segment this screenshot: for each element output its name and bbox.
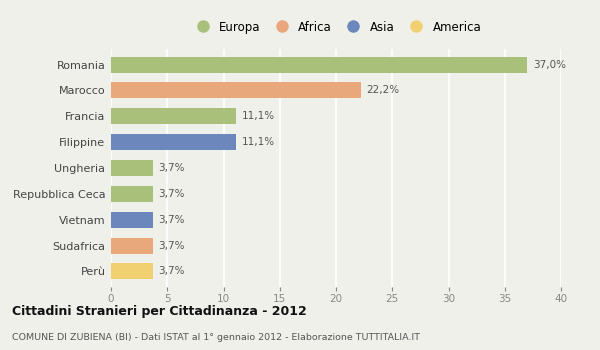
Text: Cittadini Stranieri per Cittadinanza - 2012: Cittadini Stranieri per Cittadinanza - 2… xyxy=(12,304,307,317)
Text: 22,2%: 22,2% xyxy=(367,85,400,96)
Text: 3,7%: 3,7% xyxy=(158,240,185,251)
Bar xyxy=(111,186,152,202)
Text: 11,1%: 11,1% xyxy=(241,137,275,147)
Bar xyxy=(111,108,236,124)
Bar xyxy=(111,82,361,98)
Bar xyxy=(111,134,236,150)
Bar xyxy=(111,264,152,280)
Text: 11,1%: 11,1% xyxy=(241,111,275,121)
Text: 3,7%: 3,7% xyxy=(158,163,185,173)
Text: 3,7%: 3,7% xyxy=(158,189,185,199)
Text: 37,0%: 37,0% xyxy=(533,60,566,70)
Text: 3,7%: 3,7% xyxy=(158,215,185,225)
Legend: Europa, Africa, Asia, America: Europa, Africa, Asia, America xyxy=(191,21,481,34)
Bar xyxy=(111,212,152,228)
Text: COMUNE DI ZUBIENA (BI) - Dati ISTAT al 1° gennaio 2012 - Elaborazione TUTTITALIA: COMUNE DI ZUBIENA (BI) - Dati ISTAT al 1… xyxy=(12,332,420,342)
Bar xyxy=(111,56,527,72)
Bar xyxy=(111,238,152,254)
Text: 3,7%: 3,7% xyxy=(158,266,185,277)
Bar xyxy=(111,160,152,176)
